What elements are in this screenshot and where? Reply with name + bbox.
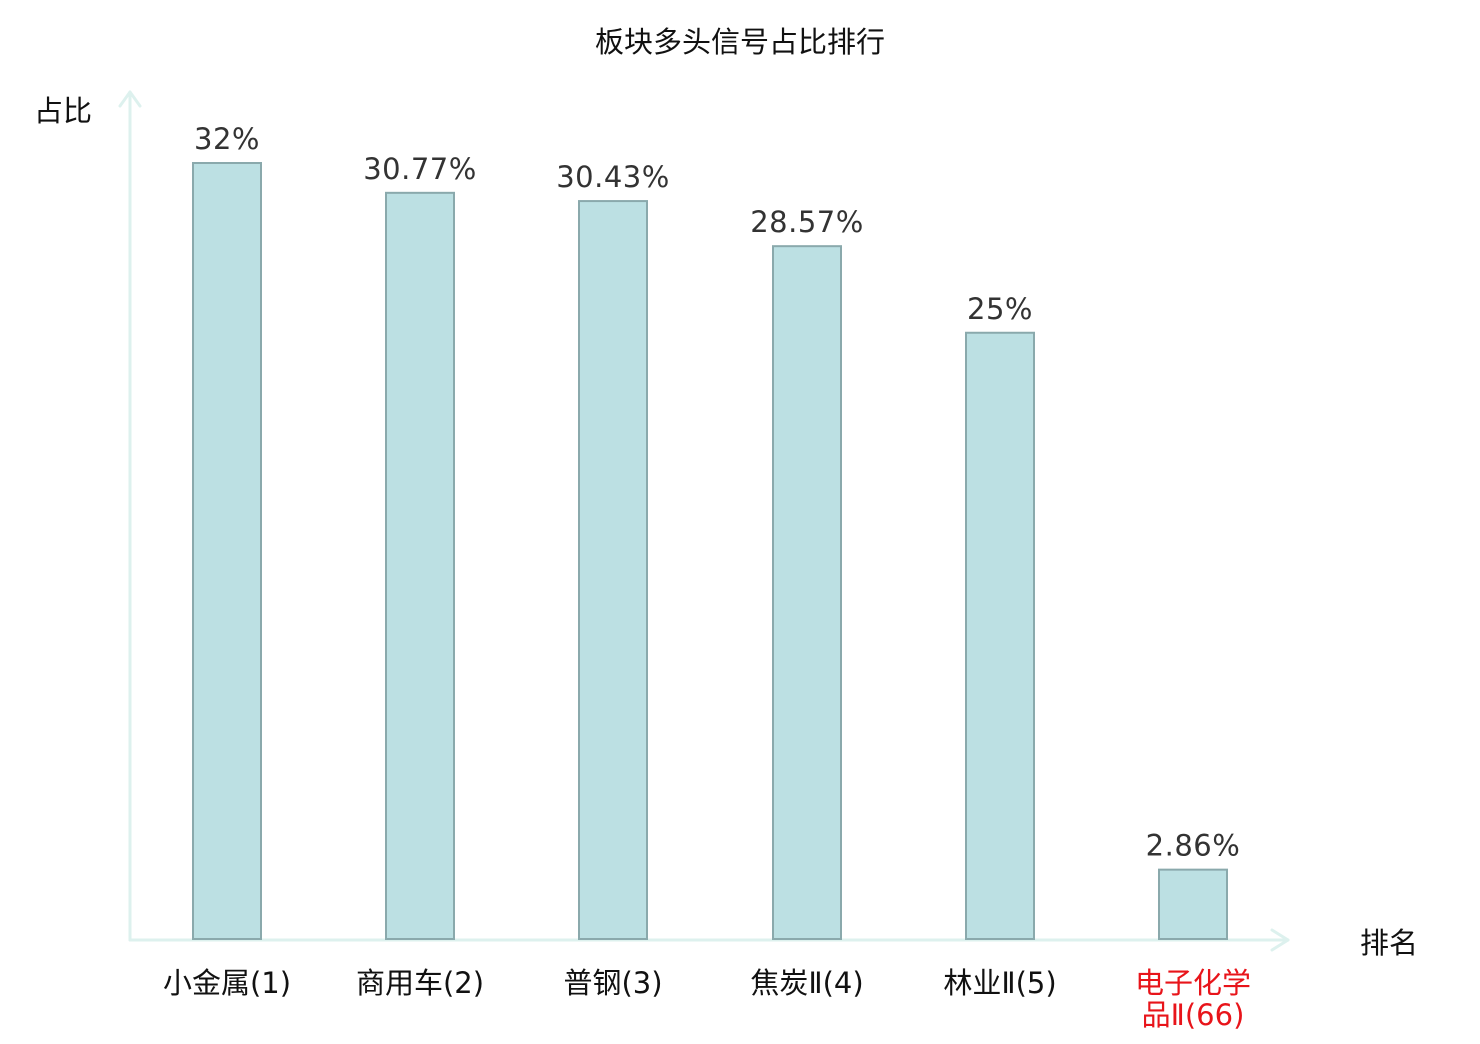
category-label-6: 电子化学品Ⅱ(66) [1135, 966, 1251, 1032]
category-label-1: 小金属(1) [163, 966, 291, 1000]
bar-5 [965, 331, 1035, 940]
x-axis-title: 排名 [1360, 926, 1418, 960]
bar-4 [772, 245, 842, 941]
value-label-6: 2.86% [1146, 829, 1241, 863]
category-label-4: 焦炭Ⅱ(4) [750, 966, 863, 1000]
value-label-2: 30.77% [363, 152, 477, 186]
category-label-line: 品Ⅱ(66) [1142, 998, 1245, 1032]
bar-6 [1158, 868, 1228, 941]
category-label-line: 商用车(2) [356, 966, 484, 1000]
bars-group [192, 162, 1228, 941]
category-label-line: 焦炭Ⅱ(4) [750, 966, 863, 1000]
bar-3 [578, 200, 648, 940]
category-label-3: 普钢(3) [563, 966, 662, 1000]
value-labels-group: 32% 30.77% 30.43% 28.57% 25% 2.86% [194, 122, 1240, 863]
axes [118, 90, 1290, 952]
category-labels-group: 小金属(1) 商用车(2) 普钢(3) 焦炭Ⅱ(4) 林业Ⅱ(5) 电子化学品Ⅱ(66) [163, 966, 1251, 1032]
value-label-4: 28.57% [750, 205, 864, 239]
category-label-line: 小金属(1) [163, 966, 291, 1000]
category-label-line: 普钢(3) [563, 966, 662, 1000]
y-axis-arrow [118, 90, 142, 108]
value-label-5: 25% [967, 292, 1033, 326]
bar-2 [385, 191, 455, 940]
chart-title: 板块多头信号占比排行 [595, 25, 885, 59]
y-axis-title: 占比 [34, 94, 92, 128]
x-axis-arrow [1270, 928, 1290, 952]
value-label-3: 30.43% [556, 160, 670, 194]
category-label-line: 电子化学 [1135, 966, 1251, 1000]
category-label-line: 林业Ⅱ(5) [943, 966, 1056, 1000]
bar-1 [192, 162, 262, 940]
category-label-5: 林业Ⅱ(5) [943, 966, 1056, 1000]
value-label-1: 32% [194, 122, 260, 156]
category-label-2: 商用车(2) [356, 966, 484, 1000]
